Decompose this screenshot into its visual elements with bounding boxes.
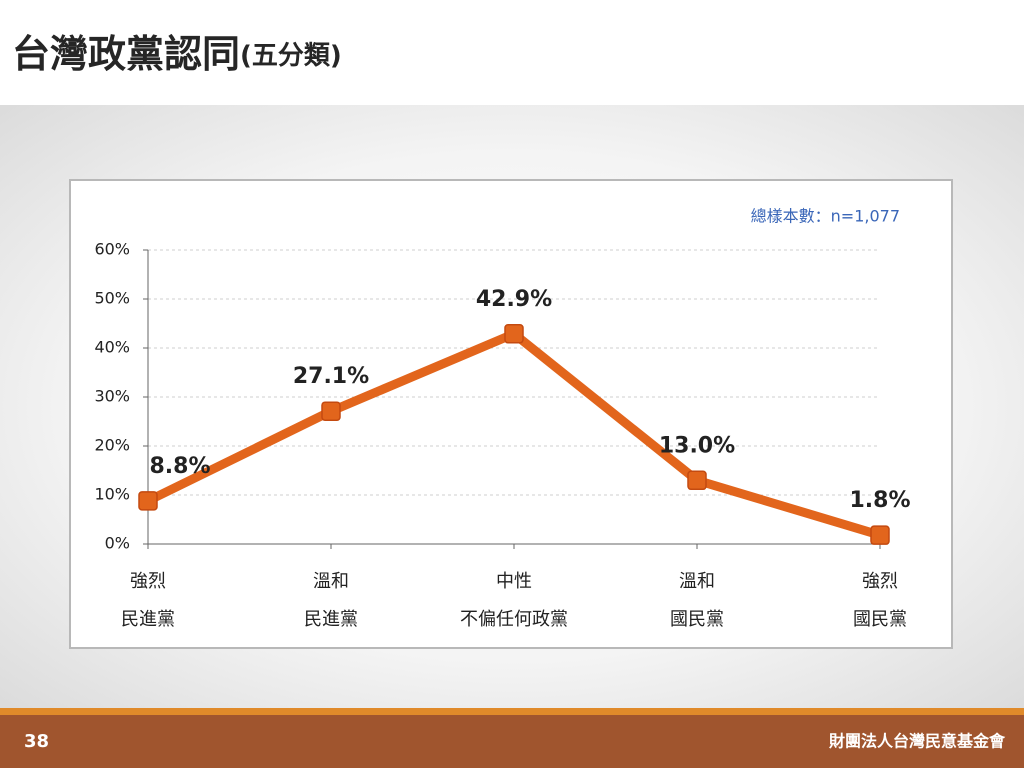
x-tick-label: 溫和	[679, 571, 715, 592]
y-tick-label: 60%	[94, 240, 130, 259]
page-number: 38	[24, 731, 49, 752]
x-tick-label: 強烈	[130, 571, 166, 592]
marker	[138, 491, 158, 511]
x-tick-label: 中性	[496, 571, 532, 592]
data-label: 42.9%	[476, 287, 552, 312]
marker	[687, 470, 707, 491]
title-sub: (五分類)	[240, 41, 342, 71]
y-tick-label: 30%	[94, 387, 130, 406]
footer-bar	[0, 715, 1024, 768]
organization: 財團法人台灣民意基金會	[829, 732, 1006, 751]
chart-frame	[69, 179, 953, 649]
data-label: 13.0%	[659, 433, 735, 458]
data-label: 27.1%	[293, 364, 369, 389]
x-tick-label: 強烈	[862, 571, 898, 592]
y-tick-label: 10%	[94, 485, 130, 504]
x-tick-label: 溫和	[313, 571, 349, 592]
slide-title: 台灣政黨認同(五分類)	[12, 32, 342, 76]
x-tick-label: 民進黨	[304, 609, 358, 630]
x-tick-label: 不偏任何政黨	[460, 609, 568, 630]
y-tick-label: 50%	[94, 289, 130, 308]
y-tick-label: 0%	[105, 534, 130, 553]
marker	[870, 525, 890, 545]
y-tick-label: 20%	[94, 436, 130, 455]
marker	[504, 324, 524, 344]
footer-stripe	[0, 708, 1024, 715]
x-tick-label: 國民黨	[853, 609, 907, 630]
data-label: 1.8%	[849, 488, 910, 513]
marker	[321, 401, 341, 421]
x-tick-label: 國民黨	[670, 609, 724, 630]
annotation: 總樣本數：n=1,077	[751, 207, 900, 226]
title-main: 台灣政黨認同	[12, 32, 240, 76]
y-tick-label: 40%	[94, 338, 130, 357]
data-label: 8.8%	[149, 454, 210, 479]
x-tick-label: 民進黨	[121, 609, 175, 630]
header-bg	[0, 0, 1024, 105]
